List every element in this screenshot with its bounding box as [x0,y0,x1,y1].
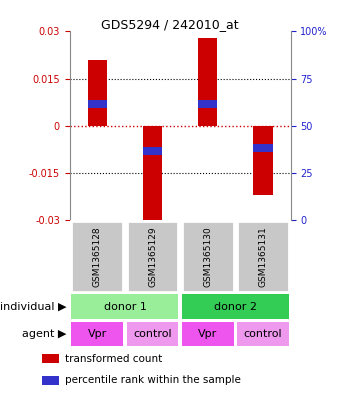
Bar [198,100,218,108]
Text: GSM1365130: GSM1365130 [203,226,212,287]
Text: GSM1365128: GSM1365128 [93,226,102,287]
Text: donor 2: donor 2 [214,301,257,312]
Text: transformed count: transformed count [66,354,163,364]
Text: agent ▶: agent ▶ [22,329,66,339]
Bar [42,354,59,364]
Text: Vpr: Vpr [198,329,218,339]
Text: GSM1365129: GSM1365129 [148,226,157,287]
FancyBboxPatch shape [182,294,289,319]
Text: GSM1365131: GSM1365131 [259,226,268,287]
Text: individual ▶: individual ▶ [0,301,66,312]
FancyBboxPatch shape [182,321,234,347]
FancyBboxPatch shape [237,321,289,347]
FancyBboxPatch shape [71,220,123,292]
Bar [88,60,107,126]
Text: donor 1: donor 1 [103,301,147,312]
Text: control: control [133,329,172,339]
Bar [143,147,162,155]
Bar [198,38,218,126]
FancyBboxPatch shape [71,294,178,319]
Text: GDS5294 / 242010_at: GDS5294 / 242010_at [101,18,239,31]
Bar [253,144,273,152]
Bar [88,100,107,108]
FancyBboxPatch shape [71,321,123,347]
Bar [143,126,162,220]
FancyBboxPatch shape [237,220,289,292]
Bar [42,376,59,385]
FancyBboxPatch shape [127,321,178,347]
FancyBboxPatch shape [182,220,234,292]
Text: percentile rank within the sample: percentile rank within the sample [66,375,241,385]
FancyBboxPatch shape [127,220,178,292]
Bar [253,126,273,195]
Text: control: control [244,329,283,339]
Text: Vpr: Vpr [88,329,107,339]
